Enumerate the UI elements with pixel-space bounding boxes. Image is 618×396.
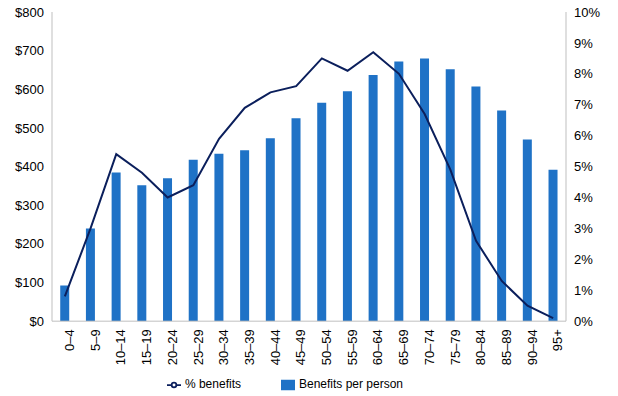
html-text:% benefits: % benefits xyxy=(184,377,241,392)
svg-text:10–14: 10–14 xyxy=(113,329,128,365)
svg-text:5%: 5% xyxy=(574,159,593,174)
html-text:Benefits per person: Benefits per person xyxy=(299,377,403,392)
svg-text:7%: 7% xyxy=(574,97,593,112)
svg-text:70–74: 70–74 xyxy=(422,329,437,365)
svg-text:20–24: 20–24 xyxy=(165,329,180,365)
svg-text:85–89: 85–89 xyxy=(499,329,514,365)
svg-text:5–9: 5–9 xyxy=(88,329,103,351)
svg-text:60–64: 60–64 xyxy=(370,329,385,365)
svg-text:$0: $0 xyxy=(30,314,44,329)
svg-text:35–39: 35–39 xyxy=(242,329,257,365)
svg-text:1%: 1% xyxy=(574,283,593,298)
svg-text:55–59: 55–59 xyxy=(345,329,360,365)
svg-text:4%: 4% xyxy=(574,190,593,205)
svg-text:$500: $500 xyxy=(15,121,44,136)
svg-text:8%: 8% xyxy=(574,66,593,81)
svg-text:$800: $800 xyxy=(15,5,44,20)
svg-text:0–4: 0–4 xyxy=(62,329,77,351)
svg-text:9%: 9% xyxy=(574,36,593,51)
svg-text:45–49: 45–49 xyxy=(293,329,308,365)
svg-text:0%: 0% xyxy=(574,314,593,329)
svg-text:25–29: 25–29 xyxy=(191,329,206,365)
svg-text:10%: 10% xyxy=(574,5,600,20)
svg-text:65–69: 65–69 xyxy=(396,329,411,365)
svg-text:$600: $600 xyxy=(15,82,44,97)
svg-text:$300: $300 xyxy=(15,198,44,213)
svg-text:15–19: 15–19 xyxy=(139,329,154,365)
svg-text:$200: $200 xyxy=(15,236,44,251)
svg-text:$100: $100 xyxy=(15,275,44,290)
svg-text:$700: $700 xyxy=(15,43,44,58)
svg-text:90–94: 90–94 xyxy=(525,329,540,365)
svg-text:40–44: 40–44 xyxy=(268,329,283,365)
svg-text:30–34: 30–34 xyxy=(216,329,231,365)
svg-text:2%: 2% xyxy=(574,252,593,267)
svg-text:75–79: 75–79 xyxy=(448,329,463,365)
svg-text:50–54: 50–54 xyxy=(319,329,334,365)
svg-text:3%: 3% xyxy=(574,221,593,236)
svg-text:95+: 95+ xyxy=(550,329,565,351)
svg-text:80–84: 80–84 xyxy=(473,329,488,365)
svg-text:6%: 6% xyxy=(574,128,593,143)
svg-text:$400: $400 xyxy=(15,159,44,174)
